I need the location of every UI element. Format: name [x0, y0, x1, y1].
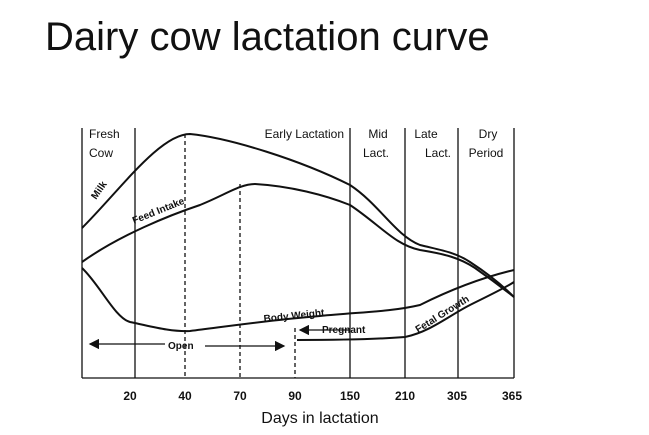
- open-label: Open: [168, 341, 194, 352]
- milk-curve: [81, 132, 515, 298]
- x-tick-label: 40: [178, 389, 192, 403]
- feed-intake-curve: [81, 182, 515, 298]
- phase-label: Mid: [368, 127, 387, 141]
- phase-label: Fresh: [89, 127, 120, 141]
- phase-label: Dry: [479, 127, 498, 141]
- x-tick-label: 90: [288, 389, 302, 403]
- body-weight-curve: [81, 267, 515, 333]
- x-tick-label: 210: [395, 389, 415, 403]
- phase-label: Cow: [89, 146, 113, 160]
- phase-label: Early Lactation: [265, 127, 344, 141]
- feed-intake-label: Feed Intake: [131, 196, 187, 227]
- body-weight-label: Body Weight: [263, 308, 325, 325]
- phase-label: Lact.: [425, 146, 451, 160]
- x-tick-label: 305: [447, 389, 467, 403]
- phase-label: Period: [469, 146, 504, 160]
- pregnant-label: Pregnant: [322, 325, 366, 336]
- x-ticks: 20 40 70 90 150 210 305 365: [123, 389, 522, 403]
- phase-label: Late: [414, 127, 438, 141]
- curves: [81, 132, 515, 341]
- title: Dairy cow lactation curve: [45, 15, 490, 59]
- x-tick-label: 20: [123, 389, 137, 403]
- x-tick-label: 150: [340, 389, 360, 403]
- x-tick-label: 365: [502, 389, 522, 403]
- x-axis-label: Days in lactation: [261, 410, 378, 427]
- x-tick-label: 70: [233, 389, 247, 403]
- fetal-growth-curve: [296, 281, 515, 341]
- milk-label: Milk: [89, 179, 109, 202]
- fetal-growth-label: Fetal Growth: [414, 294, 472, 336]
- phase-label: Lact.: [363, 146, 389, 160]
